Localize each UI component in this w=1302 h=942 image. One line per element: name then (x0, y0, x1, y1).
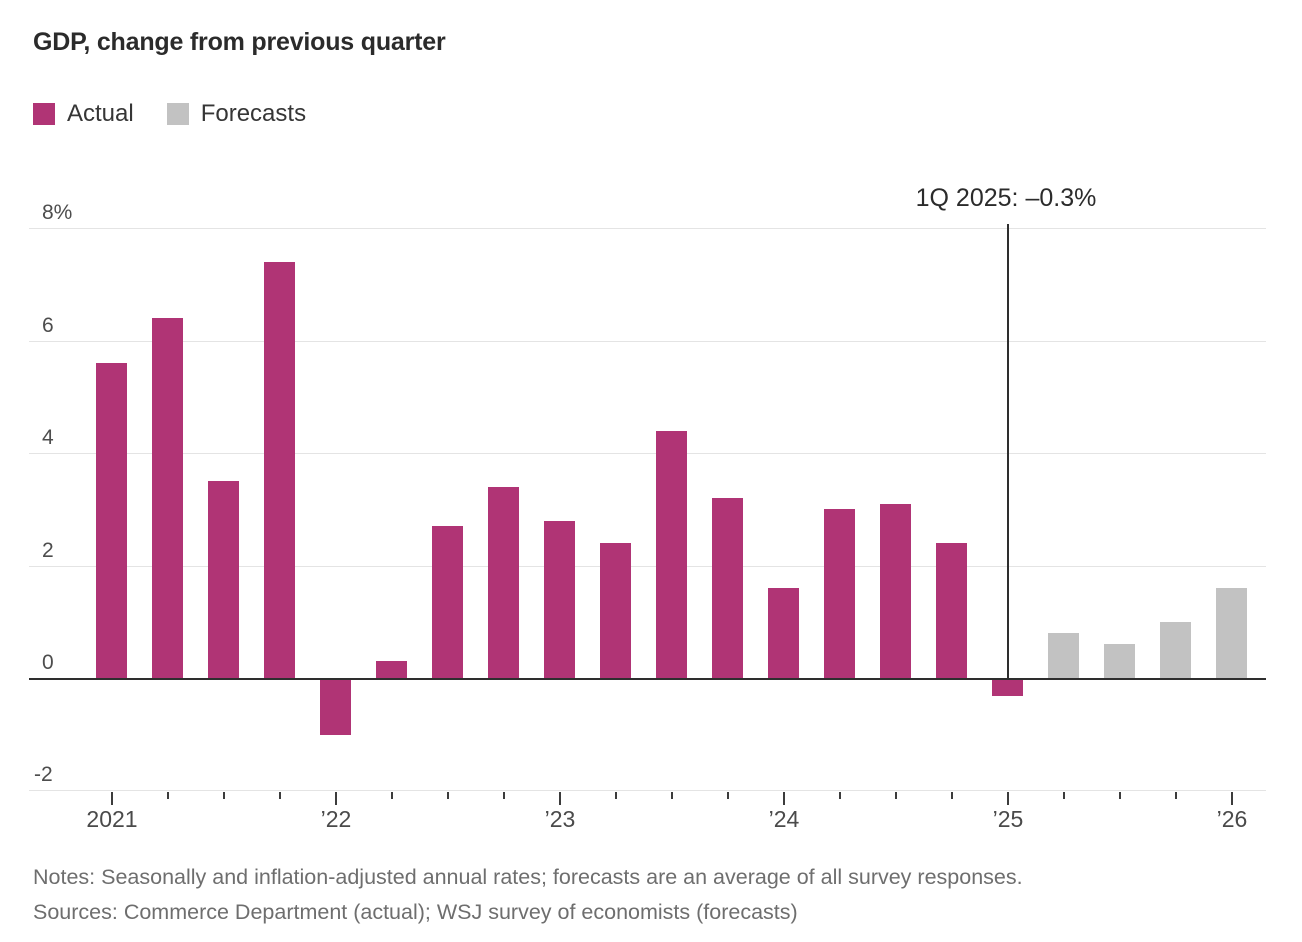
bar-1q-2026 (1216, 588, 1247, 678)
y-axis-label-0: 0 (42, 651, 54, 674)
gridline-6 (29, 341, 1266, 342)
x-minor-tick-4q-2022 (502, 792, 505, 799)
gridline-8 (29, 228, 1266, 229)
bar-4q-2023 (712, 498, 743, 678)
bar-3q-2025 (1104, 644, 1135, 678)
x-minor-tick-4q-2025 (1174, 792, 1177, 799)
gridline-2 (29, 566, 1266, 567)
x-minor-tick-2q-2025 (1062, 792, 1065, 799)
y-axis-label-4: 4 (42, 426, 54, 449)
legend-item-forecasts: Forecasts (166, 100, 307, 128)
bar-2q-2023 (600, 543, 631, 678)
annotation-callout-line (1007, 224, 1009, 678)
legend-label-forecasts: Forecasts (200, 100, 307, 127)
x-major-tick-1q-2023 (558, 792, 561, 805)
bar-4q-2025 (1160, 622, 1191, 678)
legend-swatch-forecasts-icon (166, 103, 189, 125)
gridline-4 (29, 453, 1266, 454)
y-axis-label-2: 2 (42, 539, 54, 562)
x-minor-tick-3q-2023 (670, 792, 673, 799)
gridline--2 (29, 790, 1266, 791)
bar-3q-2021 (208, 481, 239, 678)
x-minor-tick-2q-2024 (838, 792, 841, 799)
y-axis-label-8: 8% (42, 201, 73, 224)
bar-3q-2024 (880, 504, 911, 678)
x-minor-tick-2q-2023 (614, 792, 617, 799)
bar-1q-2025 (992, 679, 1023, 696)
x-minor-tick-2q-2022 (390, 792, 393, 799)
bar-2q-2025 (1048, 633, 1079, 678)
x-axis-label-22: ’22 (320, 806, 352, 832)
x-minor-tick-3q-2024 (894, 792, 897, 799)
legend-swatch-actual-icon (33, 103, 55, 125)
legend: Actual Forecasts (33, 100, 306, 128)
notes-line: Notes: Seasonally and inflation-adjusted… (33, 865, 1023, 889)
x-minor-tick-2q-2021 (166, 792, 169, 799)
x-major-tick-1q-2021 (110, 792, 113, 805)
notes-block: Notes: Seasonally and inflation-adjusted… (33, 860, 1023, 930)
bar-1q-2021 (96, 363, 127, 678)
y-axis-label--2: -2 (34, 763, 53, 786)
bar-2q-2022 (376, 661, 407, 678)
x-axis-label-23: ’23 (544, 806, 576, 832)
x-minor-tick-3q-2021 (222, 792, 225, 799)
chart-title: GDP, change from previous quarter (33, 28, 446, 56)
x-minor-tick-3q-2022 (446, 792, 449, 799)
bar-1q-2022 (320, 679, 351, 735)
x-axis-label-2021: 2021 (86, 806, 138, 832)
bar-4q-2021 (264, 262, 295, 678)
x-axis-label-25: ’25 (992, 806, 1024, 832)
legend-item-actual: Actual (33, 100, 134, 128)
x-axis-label-24: ’24 (768, 806, 800, 832)
y-axis-label-6: 6 (42, 314, 54, 337)
zero-axis-line (29, 678, 1266, 680)
sources-line: Sources: Commerce Department (actual); W… (33, 900, 798, 924)
bar-2q-2021 (152, 318, 183, 678)
bar-4q-2022 (488, 487, 519, 678)
x-major-tick-1q-2025 (1006, 792, 1009, 805)
legend-label-actual: Actual (67, 100, 134, 127)
bar-4q-2024 (936, 543, 967, 678)
x-minor-tick-4q-2021 (278, 792, 281, 799)
x-major-tick-1q-2026 (1230, 792, 1233, 805)
x-major-tick-1q-2022 (334, 792, 337, 805)
bar-1q-2023 (544, 521, 575, 678)
x-minor-tick-4q-2024 (950, 792, 953, 799)
x-major-tick-1q-2024 (782, 792, 785, 805)
annotation-label: 1Q 2025: –0.3% (915, 184, 1097, 212)
x-minor-tick-4q-2023 (726, 792, 729, 799)
x-axis-label-26: ’26 (1216, 806, 1248, 832)
bar-1q-2024 (768, 588, 799, 678)
bar-2q-2024 (824, 509, 855, 678)
bar-3q-2023 (656, 431, 687, 678)
x-minor-tick-3q-2025 (1118, 792, 1121, 799)
bar-3q-2022 (432, 526, 463, 678)
